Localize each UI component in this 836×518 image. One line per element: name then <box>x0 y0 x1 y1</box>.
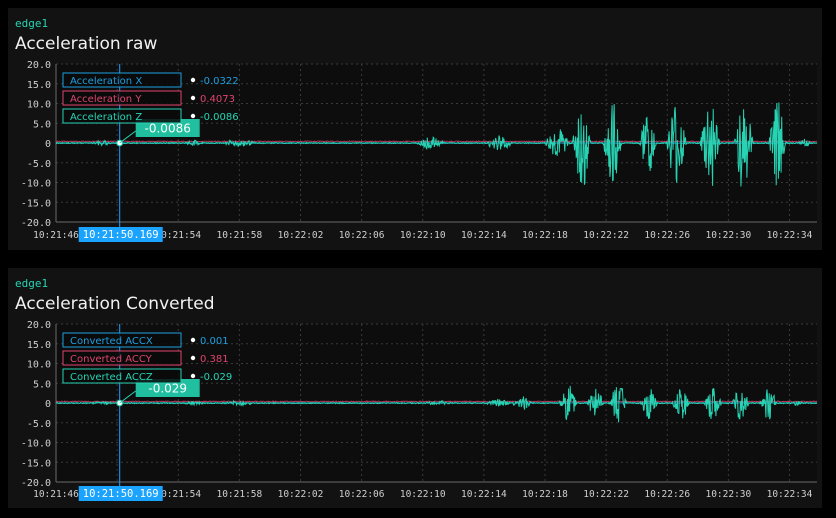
y-tick-label: -10.0 <box>21 179 51 190</box>
legend-value: -0.0086 <box>200 112 239 123</box>
legend-dot <box>190 355 196 361</box>
legend-box <box>62 90 182 106</box>
legend-name: Converted ACCZ <box>70 372 153 383</box>
legend-box <box>62 108 182 124</box>
legend-box <box>62 332 182 348</box>
x-tick-label: 10:21:46 <box>33 230 79 241</box>
x-tick-label: 10:22:02 <box>278 230 324 241</box>
x-tick-label: 10:22:14 <box>461 489 507 500</box>
y-tick-label: 5.0 <box>33 379 51 390</box>
legend-item: Acceleration X -0.0322 <box>62 72 239 88</box>
legend-value: 0.001 <box>200 336 229 347</box>
x-tick-label: 10:21:58 <box>216 489 262 500</box>
cursor-time-text: 10:21:50.169 <box>83 488 159 500</box>
y-tick-label: 10.0 <box>27 100 51 111</box>
y-tick-label: -5.0 <box>27 419 51 430</box>
legend-box <box>62 368 182 384</box>
x-tick-label: 10:22:26 <box>644 230 690 241</box>
cursor-time-text: 10:21:50.169 <box>83 229 159 241</box>
legend-dot <box>190 337 196 343</box>
legend-name: Acceleration X <box>70 76 142 87</box>
y-tick-label: -5.0 <box>27 159 51 170</box>
x-tick-label: 10:22:14 <box>461 230 507 241</box>
x-tick-label: 10:22:30 <box>705 489 751 500</box>
legend-dot <box>190 95 196 101</box>
chart-svg[interactable]: 20.015.010.05.00-5.0-10.0-15.0-20.010:21… <box>8 268 822 508</box>
panel-title: Acceleration raw <box>15 34 158 54</box>
chart-panel-converted: edge1 Acceleration Converted 20.0 15.0 10.… <box>8 268 822 508</box>
y-tick-label: 15.0 <box>27 80 51 91</box>
legend-item: Acceleration Z -0.0086 <box>62 108 239 124</box>
x-tick-label: 10:21:46 <box>33 489 79 500</box>
y-tick-label: -20.0 <box>21 218 51 229</box>
legend-value: 0.381 <box>200 354 229 365</box>
y-tick-label: 10.0 <box>27 360 51 371</box>
cursor-time-box <box>78 227 163 242</box>
legend-dot <box>190 373 196 379</box>
y-tick-label: -10.0 <box>21 439 51 450</box>
x-tick-label: 10:21:54 <box>155 489 201 500</box>
x-tick-label: 10:22:10 <box>400 230 446 241</box>
legend-dot <box>190 77 196 83</box>
series-line-2 <box>55 400 818 403</box>
x-tick-label: 10:22:06 <box>339 489 385 500</box>
x-tick-label: 10:22:02 <box>278 489 324 500</box>
legend-item: Converted ACCX 0.001 <box>62 332 229 348</box>
readout-leader <box>119 130 137 144</box>
y-tick-label: 15.0 <box>27 340 51 351</box>
cursor-time-box <box>78 486 163 501</box>
x-tick-label: 10:21:58 <box>216 230 262 241</box>
x-tick-label: 10:22:18 <box>522 230 568 241</box>
cursor-time-label: 10:21:50.169 <box>78 227 163 242</box>
legend-name: Converted ACCX <box>70 336 153 347</box>
x-tick-label: 10:22:18 <box>522 489 568 500</box>
cursor-time-label: 10:21:50.169 <box>78 486 163 501</box>
legend-item: Acceleration Y 0.4073 <box>62 90 235 106</box>
device-label: edge1 <box>15 17 49 30</box>
y-tick-label: 20.0 <box>27 320 51 331</box>
y-tick-label: -15.0 <box>21 458 51 469</box>
x-tick-label: 10:22:22 <box>583 489 629 500</box>
legend-dot <box>190 113 196 119</box>
y-tick-label: 5.0 <box>33 119 51 130</box>
legend-name: Acceleration Z <box>70 112 142 123</box>
readout-leader <box>119 390 137 404</box>
y-tick-label: 0 <box>45 399 51 410</box>
x-tick-label: 10:22:26 <box>644 489 690 500</box>
legend-box <box>62 350 182 366</box>
x-tick-label: 10:22:30 <box>705 230 751 241</box>
series-line-3 <box>55 385 818 423</box>
y-tick-label: 0 <box>45 139 51 150</box>
x-tick-label: 10:22:34 <box>767 230 813 241</box>
legend-value: -0.029 <box>200 372 232 383</box>
legend-item: Converted ACCY 0.381 <box>62 350 229 366</box>
chart-panel-raw: edge1 Acceleration raw 20.0 15.0 10.0 5.0 0-… <box>8 8 822 250</box>
x-tick-label: 10:21:54 <box>155 230 201 241</box>
device-label: edge1 <box>15 277 49 290</box>
legend-item: Converted ACCZ -0.029 <box>62 368 232 384</box>
series-line-3 <box>55 102 818 187</box>
legend-box <box>62 72 182 88</box>
chart-svg[interactable]: 20.015.010.05.00-5.0-10.0-15.0-20.010:21… <box>8 8 822 250</box>
y-tick-label: -20.0 <box>21 478 51 489</box>
readout-value: -0.0086 <box>145 122 191 136</box>
legend-value: -0.0322 <box>200 76 239 87</box>
x-tick-label: 10:22:34 <box>767 489 813 500</box>
y-tick-label: 20.0 <box>27 60 51 71</box>
panel-title: Acceleration Converted <box>15 294 215 314</box>
x-tick-label: 10:22:06 <box>339 230 385 241</box>
x-tick-label: 10:22:22 <box>583 230 629 241</box>
x-tick-label: 10:22:10 <box>400 489 446 500</box>
readout-value: -0.029 <box>148 382 187 396</box>
y-tick-label: -15.0 <box>21 198 51 209</box>
legend-name: Converted ACCY <box>70 354 153 365</box>
legend-name: Acceleration Y <box>70 94 142 105</box>
legend-value: 0.4073 <box>200 94 235 105</box>
